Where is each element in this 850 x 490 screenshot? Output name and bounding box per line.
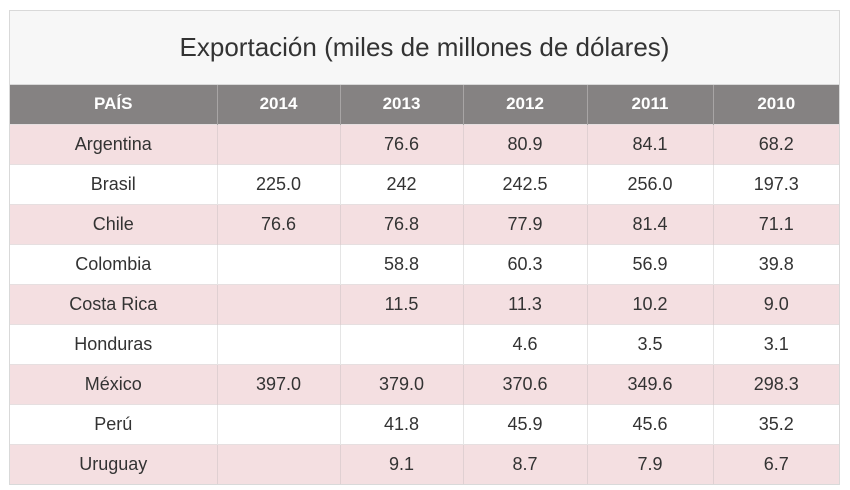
country-cell: Uruguay — [10, 443, 218, 484]
value-cell: 379.0 — [340, 363, 464, 404]
table-caption: Exportación (miles de millones de dólare… — [10, 11, 839, 85]
country-cell: Argentina — [10, 123, 218, 164]
value-cell: 256.0 — [587, 163, 714, 204]
value-cell: 349.6 — [587, 363, 714, 404]
table-row: Honduras 4.6 3.5 3.1 — [10, 323, 839, 364]
column-header-2011: 2011 — [587, 85, 714, 124]
value-cell: 76.6 — [217, 203, 341, 244]
value-cell: 45.9 — [463, 403, 588, 444]
value-cell: 84.1 — [587, 123, 714, 164]
value-cell — [340, 323, 464, 364]
value-cell: 68.2 — [713, 123, 839, 164]
value-cell: 41.8 — [340, 403, 464, 444]
table-row: Brasil 225.0 242 242.5 256.0 197.3 — [10, 163, 839, 204]
column-header-2014: 2014 — [217, 85, 341, 124]
value-cell: 225.0 — [217, 163, 341, 204]
table-row: México 397.0 379.0 370.6 349.6 298.3 — [10, 363, 839, 404]
table-row: Costa Rica 11.5 11.3 10.2 9.0 — [10, 283, 839, 324]
column-header-2013: 2013 — [340, 85, 464, 124]
value-cell: 242 — [340, 163, 464, 204]
value-cell: 77.9 — [463, 203, 588, 244]
country-cell: México — [10, 363, 218, 404]
table-row: Argentina 76.6 80.9 84.1 68.2 — [10, 123, 839, 164]
value-cell: 9.1 — [340, 443, 464, 484]
header-row: PAÍS 2014 2013 2012 2011 2010 — [10, 85, 839, 124]
country-cell: Costa Rica — [10, 283, 218, 324]
value-cell: 8.7 — [463, 443, 588, 484]
value-cell: 35.2 — [713, 403, 839, 444]
value-cell: 3.1 — [713, 323, 839, 364]
value-cell: 76.6 — [340, 123, 464, 164]
country-cell: Honduras — [10, 323, 218, 364]
value-cell: 76.8 — [340, 203, 464, 244]
value-cell: 11.5 — [340, 283, 464, 324]
value-cell: 71.1 — [713, 203, 839, 244]
country-cell: Brasil — [10, 163, 218, 204]
value-cell: 81.4 — [587, 203, 714, 244]
value-cell: 58.8 — [340, 243, 464, 284]
value-cell: 56.9 — [587, 243, 714, 284]
value-cell — [217, 443, 341, 484]
value-cell — [217, 243, 341, 284]
exports-table-container: Exportación (miles de millones de dólare… — [9, 10, 840, 485]
value-cell: 6.7 — [713, 443, 839, 484]
column-header-pais: PAÍS — [10, 85, 218, 124]
table-row: Chile 76.6 76.8 77.9 81.4 71.1 — [10, 203, 839, 244]
value-cell — [217, 403, 341, 444]
value-cell: 298.3 — [713, 363, 839, 404]
value-cell: 10.2 — [587, 283, 714, 324]
value-cell: 39.8 — [713, 243, 839, 284]
value-cell: 3.5 — [587, 323, 714, 364]
value-cell: 80.9 — [463, 123, 588, 164]
value-cell: 7.9 — [587, 443, 714, 484]
table-row: Colombia 58.8 60.3 56.9 39.8 — [10, 243, 839, 284]
value-cell: 370.6 — [463, 363, 588, 404]
value-cell: 60.3 — [463, 243, 588, 284]
country-cell: Perú — [10, 403, 218, 444]
country-cell: Chile — [10, 203, 218, 244]
value-cell — [217, 123, 341, 164]
value-cell: 197.3 — [713, 163, 839, 204]
table-row: Perú 41.8 45.9 45.6 35.2 — [10, 403, 839, 444]
value-cell: 45.6 — [587, 403, 714, 444]
exports-table: PAÍS 2014 2013 2012 2011 2010 Argentina 7… — [10, 85, 839, 484]
table-row: Uruguay 9.1 8.7 7.9 6.7 — [10, 443, 839, 484]
country-cell: Colombia — [10, 243, 218, 284]
column-header-2012: 2012 — [463, 85, 588, 124]
value-cell: 242.5 — [463, 163, 588, 204]
column-header-2010: 2010 — [713, 85, 839, 124]
value-cell — [217, 323, 341, 364]
value-cell: 397.0 — [217, 363, 341, 404]
value-cell: 4.6 — [463, 323, 588, 364]
value-cell — [217, 283, 341, 324]
value-cell: 9.0 — [713, 283, 839, 324]
value-cell: 11.3 — [463, 283, 588, 324]
